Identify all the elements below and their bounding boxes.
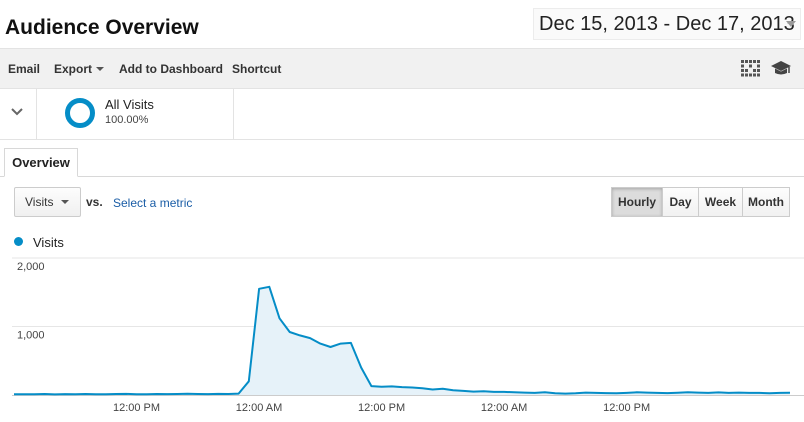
graduation-cap-icon[interactable]: [770, 60, 792, 77]
x-tick-label: 12:00 AM: [481, 402, 527, 414]
week-button[interactable]: Week: [698, 187, 743, 217]
hourly-button[interactable]: Hourly: [611, 187, 663, 217]
segment-percent: 100.00%: [105, 114, 149, 126]
segment-expand-toggle[interactable]: [0, 89, 37, 139]
segment-card[interactable]: All Visits 100.00%: [36, 89, 234, 139]
x-tick-label: 12:00 AM: [236, 402, 282, 414]
x-tick-label: 12:00 PM: [113, 402, 160, 414]
select-metric-link[interactable]: Select a metric: [113, 196, 193, 210]
donut-chart-icon: [65, 98, 95, 128]
email-button[interactable]: Email: [8, 62, 41, 76]
vs-label: vs.: [86, 195, 103, 209]
y-tick-label: 2,000: [17, 261, 45, 273]
page-title: Audience Overview: [5, 16, 199, 39]
series-area: [14, 286, 790, 395]
x-tick-label: 12:00 PM: [358, 402, 405, 414]
tab-divider: [0, 176, 804, 177]
legend-dot-icon: [14, 237, 23, 246]
month-button[interactable]: Month: [742, 187, 790, 217]
add-to-dashboard-button[interactable]: Add to Dashboard: [119, 62, 223, 76]
chevron-down-icon: [11, 108, 23, 116]
chevron-down-icon: [786, 21, 796, 27]
grid-icon[interactable]: [741, 60, 760, 77]
date-range-picker[interactable]: Dec 15, 2013 - Dec 17, 2013: [533, 8, 801, 40]
report-toolbar: Email Export Add to Dashboard Shortcut: [0, 48, 804, 89]
export-button[interactable]: Export: [54, 62, 105, 76]
visits-chart: 2,000 1,000 12:00 PM 12:00 AM 12:00 PM 12:00 …: [12, 257, 804, 414]
segment-bar: All Visits 100.00%: [0, 89, 804, 140]
shortcut-button[interactable]: Shortcut: [232, 62, 282, 76]
date-range-label: Dec 15, 2013 - Dec 17, 2013: [539, 13, 795, 35]
y-tick-label: 1,000: [17, 330, 45, 342]
export-label: Export: [54, 62, 93, 76]
caret-down-icon: [61, 200, 69, 204]
metric-dropdown-label: Visits: [25, 195, 54, 209]
tab-overview[interactable]: Overview: [4, 148, 78, 177]
x-tick-label: 12:00 PM: [603, 402, 650, 414]
period-toggle-group: Hourly Day Week Month: [611, 187, 790, 217]
segment-name: All Visits: [105, 97, 154, 112]
series-line: [13, 285, 791, 396]
legend-label: Visits: [33, 235, 64, 250]
day-button[interactable]: Day: [662, 187, 699, 217]
caret-down-icon: [96, 67, 105, 71]
metric-dropdown[interactable]: Visits: [14, 187, 81, 217]
